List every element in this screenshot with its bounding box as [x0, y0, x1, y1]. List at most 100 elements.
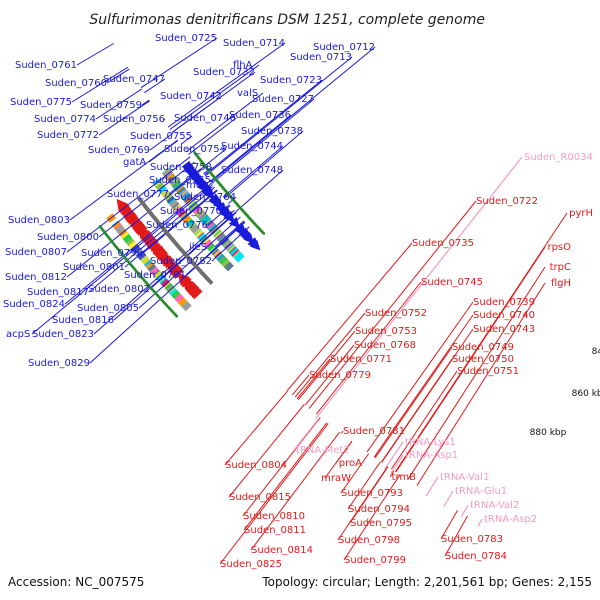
- gene-label-left[interactable]: Suden_0772: [37, 130, 99, 141]
- gene-label-right[interactable]: Suden_0815: [229, 492, 291, 503]
- gene-label-right[interactable]: rpsO: [547, 242, 571, 253]
- gene-label-right[interactable]: Suden_0784: [445, 551, 507, 562]
- gene-label-right[interactable]: trmB: [392, 472, 417, 483]
- gene-label-left[interactable]: Suden_0738: [241, 126, 303, 137]
- gene-label-left[interactable]: Suden_0802: [88, 284, 150, 295]
- gene-label-left[interactable]: Suden_0791: [124, 270, 186, 281]
- gene-label-left[interactable]: Suden_0747: [103, 74, 165, 85]
- gene-label-left[interactable]: Suden_0713: [290, 52, 352, 63]
- gene-label-left[interactable]: Suden_0807: [5, 247, 67, 258]
- gene-label-left[interactable]: Suden_0805: [77, 303, 139, 314]
- gene-label-left[interactable]: Suden_0777: [107, 189, 169, 200]
- gene-label-left[interactable]: Suden_0816: [52, 315, 114, 326]
- gene-label-right[interactable]: Suden_0750: [452, 354, 514, 365]
- gene-label-right[interactable]: Suden_0743: [473, 324, 535, 335]
- gene-label-left[interactable]: Suden_0760: [45, 78, 107, 89]
- gene-label-left[interactable]: Suden_0776: [146, 220, 208, 231]
- gene-label-right[interactable]: Suden_0745: [421, 277, 483, 288]
- gene-label-right[interactable]: Suden_0825: [220, 559, 282, 570]
- gene-label-left[interactable]: Suden_0754: [164, 144, 226, 155]
- gene-label-left[interactable]: Suden_0761: [15, 60, 77, 71]
- gene-label-right[interactable]: Suden_0798: [338, 535, 400, 546]
- gene-label-left[interactable]: Suden_0748: [221, 165, 283, 176]
- gene-label-left[interactable]: Suden_0829: [28, 358, 90, 369]
- rna-label[interactable]: tRNA-Lys1: [405, 437, 456, 448]
- gene-label-left[interactable]: Suden_0812: [5, 272, 67, 283]
- gene-label-right[interactable]: Suden_0783: [441, 534, 503, 545]
- gene-label-right[interactable]: Suden_0794: [348, 504, 410, 515]
- gene-label-left[interactable]: Suden_0723: [260, 75, 322, 86]
- gene-label-left[interactable]: Suden_0769: [88, 145, 150, 156]
- gene-label-right[interactable]: Suden_0722: [476, 196, 538, 207]
- gene-label-right[interactable]: Suden_0781: [343, 426, 405, 437]
- gene-label-right[interactable]: Suden_0793: [341, 488, 403, 499]
- gene-label-left[interactable]: Suden_0712: [313, 42, 375, 53]
- gene-label-right[interactable]: Suden_0795: [350, 518, 412, 529]
- gene-label-left[interactable]: Suden_0725: [155, 33, 217, 44]
- rna-label[interactable]: tRNA-Val1: [440, 472, 489, 483]
- rna-label[interactable]: Suden_R0034: [524, 152, 593, 163]
- gene-label-right[interactable]: Suden_0752: [365, 308, 427, 319]
- gene-label-left[interactable]: Suden_0796: [81, 248, 143, 259]
- gene-block: [131, 244, 142, 255]
- gene-label-right[interactable]: mraW: [321, 473, 351, 484]
- gene-label-right[interactable]: Suden_0814: [251, 545, 313, 556]
- callout-line-right: [286, 242, 413, 391]
- rna-label[interactable]: tRNA-Asp2: [484, 514, 537, 525]
- gene-label-left[interactable]: Suden_0755: [130, 131, 192, 142]
- rna-label[interactable]: tRNA-Val2: [470, 500, 519, 511]
- gene-label-right[interactable]: proA: [339, 458, 362, 469]
- gene-label-right[interactable]: Suden_0779: [309, 370, 371, 381]
- gene-label-left[interactable]: Suden_0817: [27, 287, 89, 298]
- gene-label-left[interactable]: Suden_0759: [80, 100, 142, 111]
- callout-line-right: [297, 330, 356, 401]
- gene-label-right[interactable]: trpC: [550, 262, 571, 273]
- gene-label-left[interactable]: Suden_0742: [160, 91, 222, 102]
- gene-block: [190, 225, 201, 235]
- gene-label-right[interactable]: Suden_0768: [354, 340, 416, 351]
- gene-label-left[interactable]: Suden_0782: [150, 256, 212, 267]
- gene-label-left[interactable]: Suden_0744: [221, 141, 283, 152]
- gene-block: [118, 228, 129, 239]
- gene-label-right[interactable]: Suden_0771: [330, 354, 392, 365]
- gene-label-left[interactable]: Suden_0764: [174, 192, 236, 203]
- gene-label-right[interactable]: pyrH: [569, 208, 593, 219]
- gene-label-right[interactable]: Suden_0749: [452, 342, 514, 353]
- gene-label-left[interactable]: Suden_0801: [63, 262, 125, 273]
- gene-label-right[interactable]: Suden_0799: [344, 555, 406, 566]
- gene-label-left[interactable]: Suden_0824: [3, 299, 65, 310]
- gene-label-right[interactable]: flgH: [551, 278, 571, 289]
- gene-label-right[interactable]: Suden_0739: [473, 297, 535, 308]
- gene-label-left[interactable]: valS: [237, 88, 258, 99]
- gene-label-left[interactable]: flhA: [233, 60, 253, 71]
- gene-label-right[interactable]: Suden_0735: [412, 238, 474, 249]
- gene-label-left[interactable]: Suden_0775: [10, 97, 72, 108]
- gene-label-right[interactable]: Suden_0810: [243, 511, 305, 522]
- gene-label-left[interactable]: ileS: [189, 242, 207, 253]
- gene-label-right[interactable]: Suden_0811: [244, 525, 306, 536]
- gene-label-left[interactable]: Suden_0732: [193, 67, 255, 78]
- gene-label-left[interactable]: Suden_0736: [229, 110, 291, 121]
- gene-label-left[interactable]: Suden_0746: [174, 113, 236, 124]
- gene-label-left[interactable]: Suden_0714: [223, 38, 285, 49]
- gene-label-left[interactable]: Suden_0774: [34, 114, 96, 125]
- gene-label-left[interactable]: Suden_0823: [32, 329, 94, 340]
- rna-label[interactable]: tRNA-Met2: [296, 445, 350, 456]
- gene-label-left[interactable]: Suden_0727: [252, 94, 314, 105]
- gene-label-left[interactable]: Suden_0800: [37, 232, 99, 243]
- rna-label[interactable]: tRNA-Asp1: [405, 450, 458, 461]
- callout-line-right: [308, 200, 477, 409]
- gene-label-right[interactable]: Suden_0753: [355, 326, 417, 337]
- gene-label-left[interactable]: Suden_0765: [149, 175, 211, 186]
- gene-label-left[interactable]: murC: [186, 180, 213, 191]
- gene-label-left[interactable]: gatA: [123, 157, 146, 168]
- gene-label-right[interactable]: Suden_0740: [473, 310, 535, 321]
- gene-label-left[interactable]: Suden_0758: [150, 162, 212, 173]
- gene-label-right[interactable]: Suden_0804: [225, 460, 287, 471]
- rna-label[interactable]: tRNA-Glu1: [455, 486, 507, 497]
- gene-label-left[interactable]: acpS: [6, 329, 30, 340]
- gene-label-left[interactable]: Suden_0756: [103, 114, 165, 125]
- gene-label-right[interactable]: Suden_0751: [457, 366, 519, 377]
- gene-label-left[interactable]: Suden_0770: [160, 206, 222, 217]
- gene-label-left[interactable]: Suden_0803: [8, 215, 70, 226]
